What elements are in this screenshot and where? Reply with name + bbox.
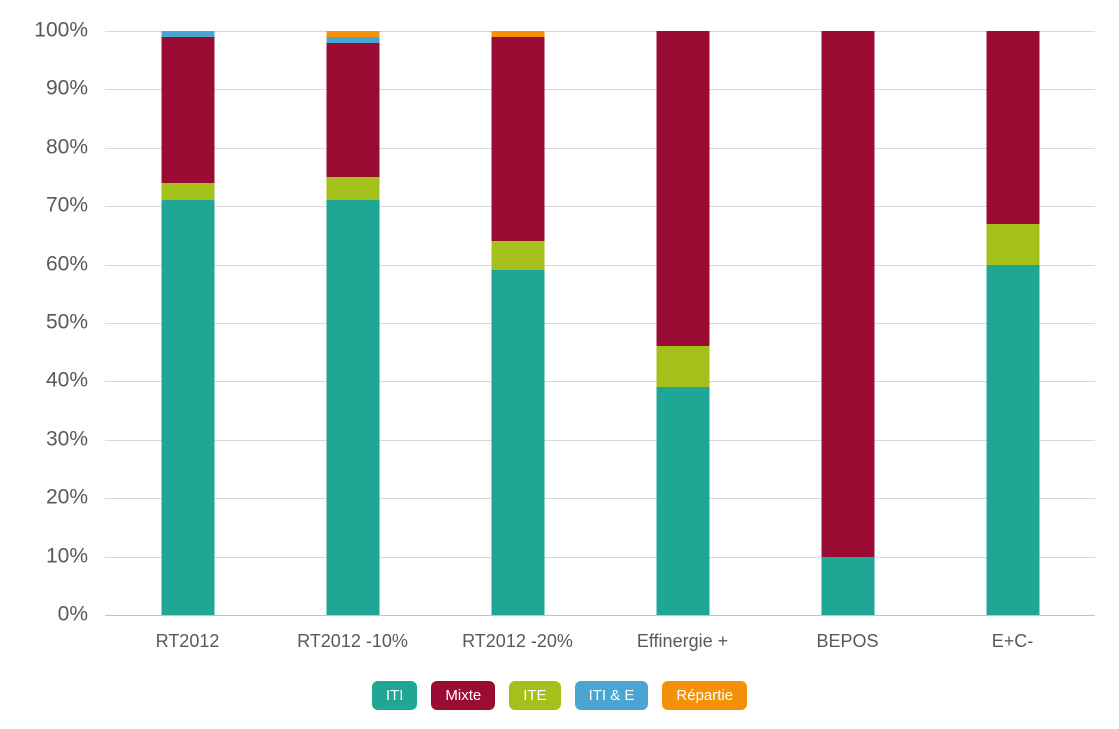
y-axis-tick-label: 40%	[45, 368, 88, 392]
gridline	[105, 556, 1095, 558]
x-axis-label-rt2012: RT2012	[155, 631, 220, 651]
bar-column-e-c	[930, 31, 1095, 615]
y-axis-tick-label: 20%	[45, 485, 88, 509]
gridline	[105, 206, 1095, 208]
gridline	[105, 498, 1095, 500]
bar-segment-r-partie	[491, 31, 544, 37]
plot-area	[105, 31, 1095, 616]
bar-segment-iti	[986, 264, 1039, 615]
bar-column-effinergie	[600, 31, 765, 615]
legend-item-iti: ITI	[371, 681, 418, 710]
gridline	[105, 31, 1095, 32]
x-axis-label-bepos: BEPOS	[816, 631, 879, 651]
bar-segment-mixte	[161, 36, 214, 183]
y-axis-tick-label: 70%	[45, 193, 88, 217]
bar-segment-iti-e	[161, 31, 214, 37]
x-axis-label-rt2012-10: RT2012 -10%	[297, 631, 408, 651]
legend-item-label: Répartie	[676, 687, 734, 704]
x-axis-label-effinergie: Effinergie +	[636, 631, 729, 651]
bar-segment-iti	[656, 387, 709, 615]
bar-column-rt2012	[105, 31, 270, 615]
x-axis-label-e-c: E+C-	[991, 631, 1034, 651]
bar-segment-ite	[656, 346, 709, 388]
legend-item-mixte: Mixte	[431, 681, 496, 710]
bar-segment-iti	[491, 270, 544, 615]
legend-item-r-partie: Répartie	[662, 681, 748, 710]
y-axis-tick-label: 0%	[57, 602, 88, 626]
legend-item-iti-e: ITI & E	[574, 681, 649, 710]
bar-segment-mixte	[986, 31, 1039, 224]
bar-segment-ite	[491, 241, 544, 271]
bar-column-rt2012-10	[270, 31, 435, 615]
y-axis-tick-label: 50%	[45, 310, 88, 334]
y-axis-tick-label: 30%	[45, 427, 88, 451]
bar-segment-iti-e	[326, 36, 379, 43]
stacked-bar	[491, 31, 544, 615]
stacked-bar	[656, 31, 709, 615]
gridline	[105, 381, 1095, 383]
y-axis-tick-label: 90%	[45, 76, 88, 100]
y-axis-tick-label: 100%	[34, 18, 88, 42]
legend-item-label: Mixte	[445, 687, 482, 704]
bar-column-rt2012-20	[435, 31, 600, 615]
bar-segment-iti	[161, 200, 214, 615]
bar-segment-mixte	[821, 31, 874, 557]
y-axis: 0% 10% 20% 30% 40% 50% 60% 70% 80% 90% 100%	[0, 19, 88, 626]
gridline	[105, 323, 1095, 324]
x-axis-line	[105, 615, 1095, 616]
x-axis-label-rt2012-20: RT2012 -20%	[462, 631, 573, 651]
stacked-bar	[986, 31, 1039, 615]
stacked-bar	[326, 31, 379, 615]
stacked-bar	[161, 31, 214, 615]
bar-segment-mixte	[656, 31, 709, 347]
legend: ITI Mixte ITE ITI & E Répartie	[0, 681, 1119, 710]
bar-segment-iti	[326, 200, 379, 615]
bar-segment-iti	[821, 556, 874, 615]
bar-segment-r-partie	[326, 31, 379, 37]
legend-item-label: ITE	[523, 687, 547, 704]
legend-item-ite: ITE	[509, 681, 561, 710]
gridline	[105, 147, 1095, 149]
legend-item-label: ITI	[385, 687, 404, 704]
gridline	[105, 264, 1095, 266]
stacked-bar	[821, 31, 874, 615]
y-axis-tick-label: 10%	[45, 544, 88, 568]
y-axis-tick-label: 60%	[45, 252, 88, 276]
y-axis-tick-label: 80%	[45, 135, 88, 159]
bar-segment-ite	[161, 182, 214, 201]
bar-segment-ite	[326, 176, 379, 201]
legend-item-label: ITI & E	[588, 687, 635, 704]
bar-column-bepos	[765, 31, 930, 615]
gridline	[105, 89, 1095, 91]
x-axis: RT2012 RT2012 -10% RT2012 -20% Effinergie +…	[105, 631, 1095, 657]
bar-segment-ite	[986, 223, 1039, 265]
bar-segment-mixte	[491, 36, 544, 242]
bar-segment-mixte	[326, 42, 379, 177]
gridline	[105, 439, 1095, 441]
